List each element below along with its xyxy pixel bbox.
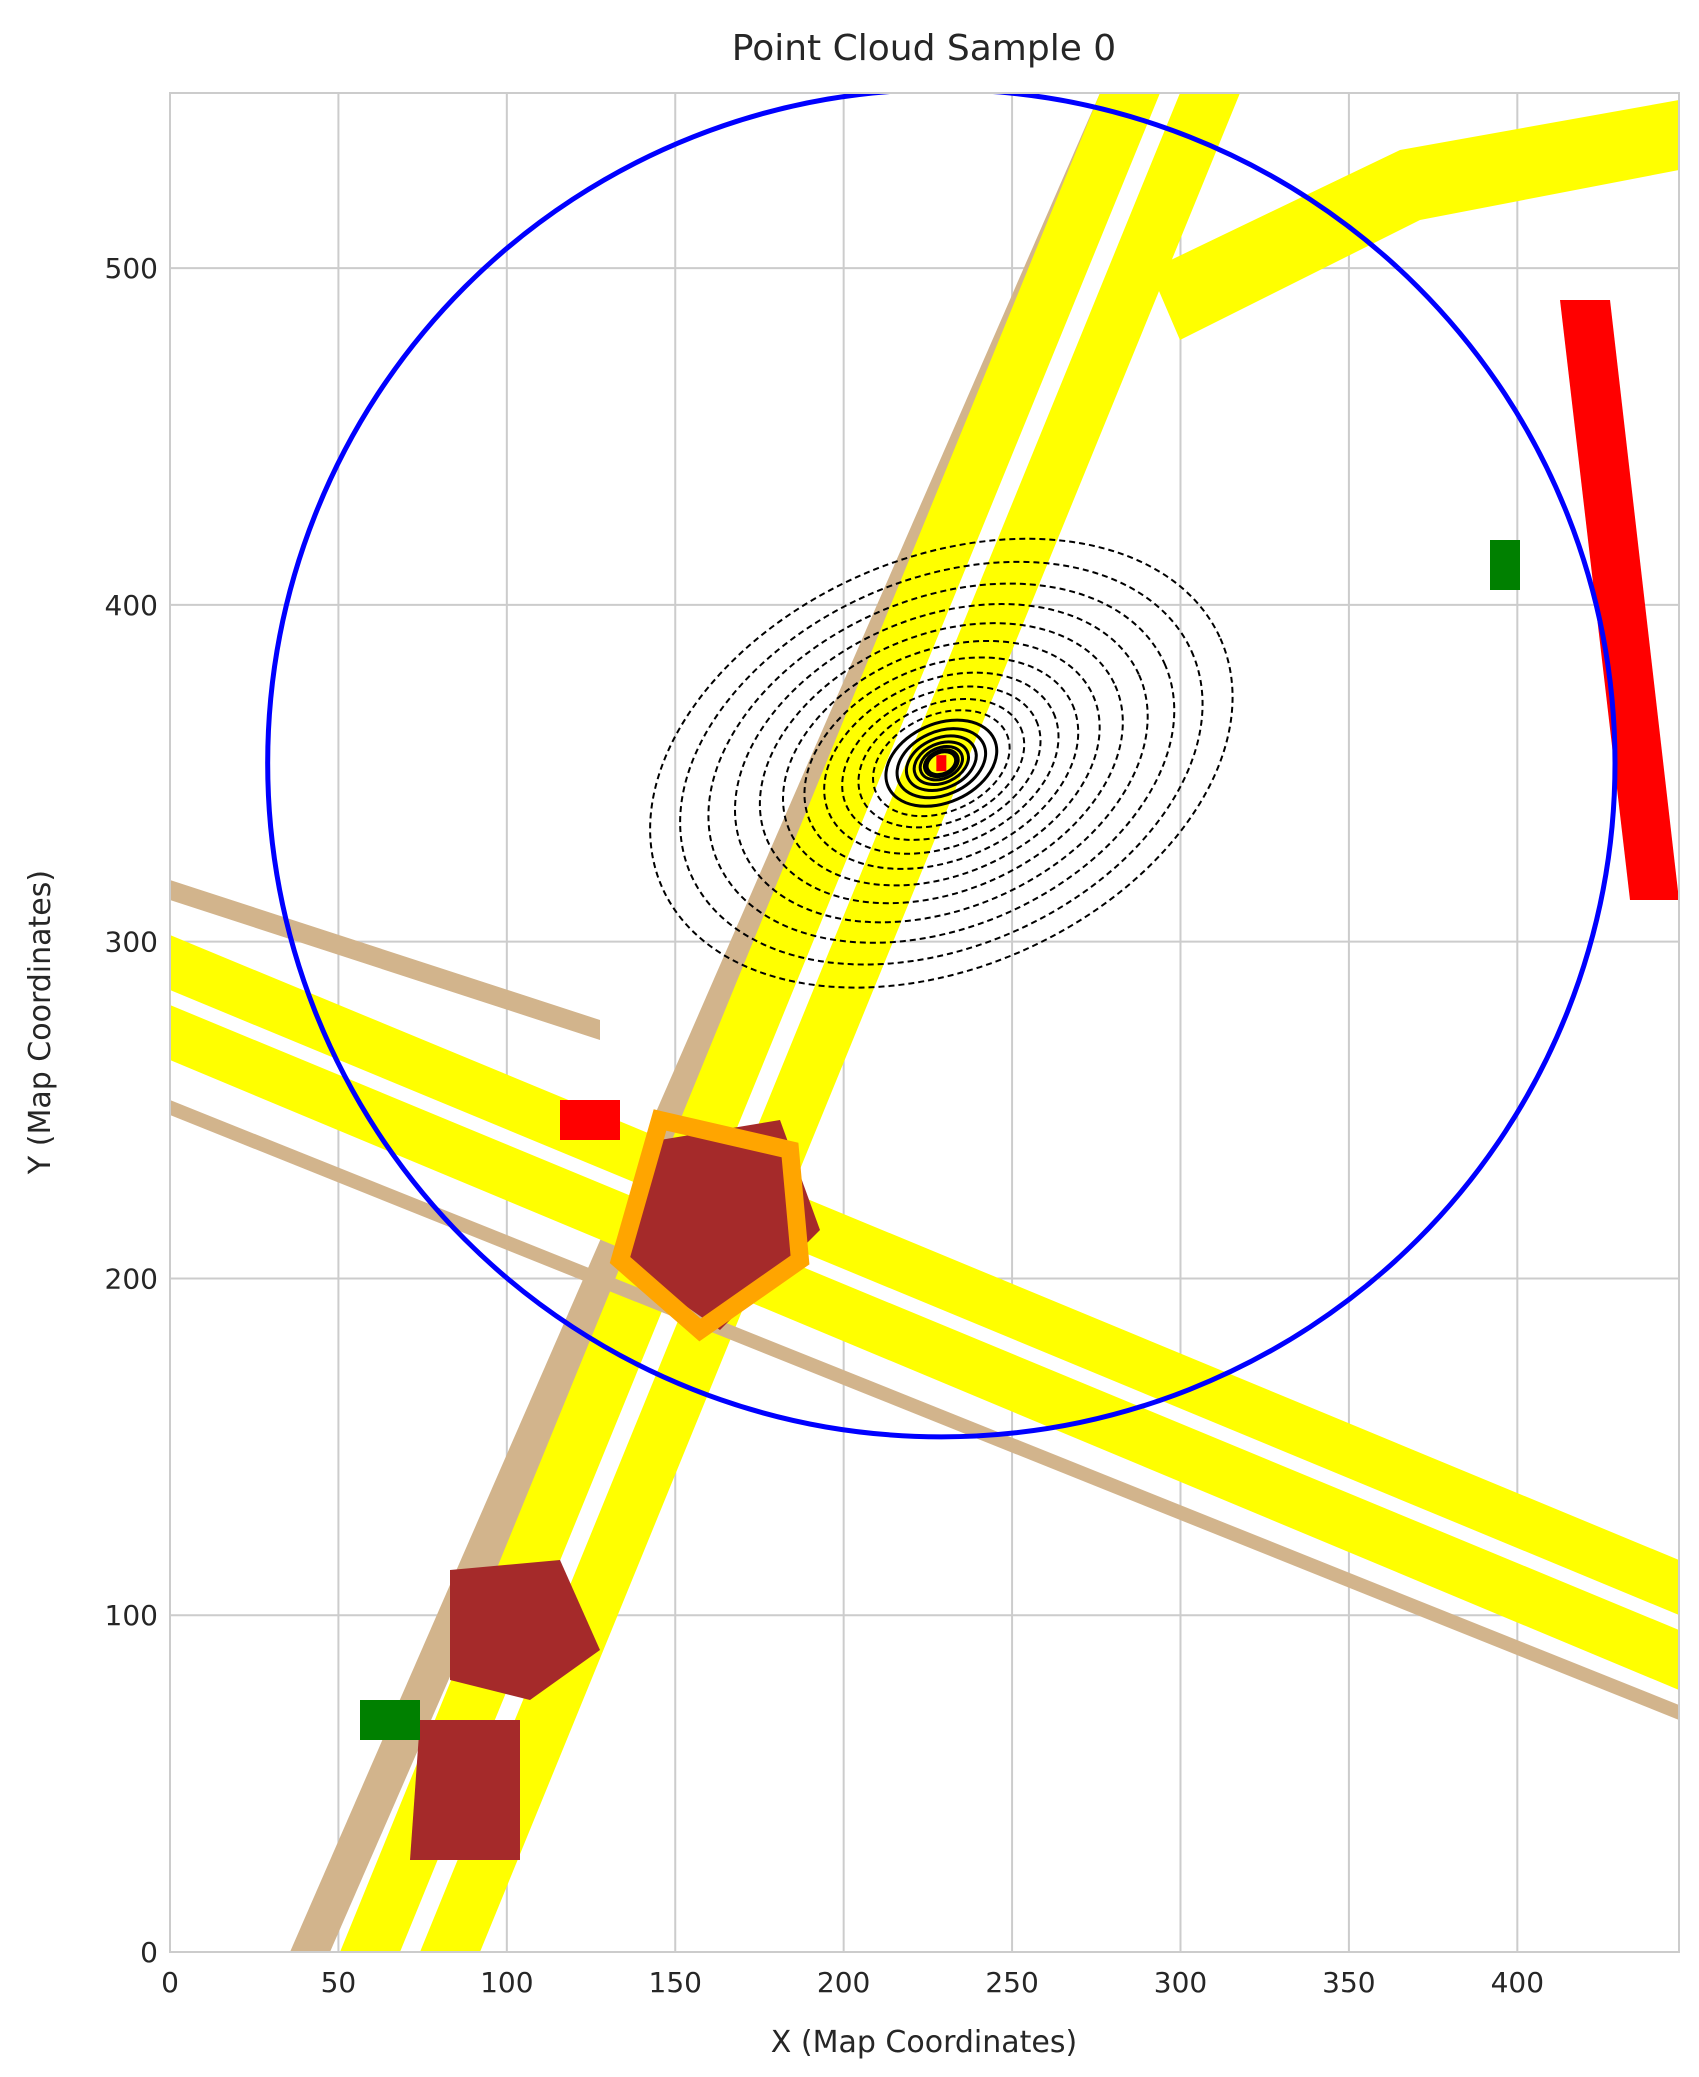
x-tick-label: 50	[321, 1966, 357, 1999]
y-axis-label: Y (Map Coordinates)	[23, 870, 58, 1175]
x-tick-label: 100	[480, 1966, 533, 1999]
x-tick-label: 150	[649, 1966, 702, 1999]
map-sidewalk	[170, 1100, 1679, 1720]
map-intersection	[450, 1560, 600, 1700]
plot-frame	[169, 92, 1680, 1953]
map-road	[170, 990, 1679, 1630]
map-vegetation	[360, 1700, 420, 1740]
lidar-scan-ring	[925, 750, 958, 777]
lidar-scan-ring	[857, 698, 1026, 829]
map-crossing	[560, 1100, 620, 1140]
x-tick-label: 400	[1491, 1966, 1544, 1999]
semantic-map	[170, 93, 1679, 1952]
lidar-scan-ring	[841, 685, 1042, 841]
y-tick-label: 100	[105, 1599, 158, 1632]
chart-title: Point Cloud Sample 0	[732, 28, 1116, 69]
ego-vehicle-marker	[936, 755, 947, 772]
plot-area	[170, 93, 1679, 1952]
lidar-scan-ring	[758, 622, 1124, 905]
lidar-scan-ring	[707, 582, 1176, 944]
lidar-scan-ring	[872, 709, 1011, 818]
map-intersection	[410, 1720, 520, 1860]
y-tick-label: 300	[105, 926, 158, 959]
lidar-scan-ring	[679, 560, 1204, 966]
y-tick-label: 200	[105, 1262, 158, 1295]
map-turn-lane	[609, 1109, 810, 1342]
grid	[169, 93, 1679, 1953]
lidar-scan-ring	[782, 639, 1101, 887]
x-axis-label: X (Map Coordinates)	[771, 2025, 1077, 2060]
axis-ticks: 0 50 100 150 200 250 300 350 400 0 100 200 300 400 500	[105, 92, 1680, 1999]
lidar-scan-ring	[823, 671, 1060, 855]
x-tick-label: 200	[817, 1966, 870, 1999]
lidar-scan-ring	[734, 603, 1149, 924]
range-circle	[265, 93, 1618, 1440]
lidar-scan-ring	[918, 744, 964, 782]
map-road	[400, 93, 1180, 1952]
map-road	[1150, 100, 1679, 340]
lidar-scan-ring	[922, 748, 960, 779]
y-tick-label: 400	[105, 589, 158, 622]
map-road	[1560, 300, 1679, 900]
lidar-scan-ring	[803, 656, 1080, 870]
lidar-scan-ring	[884, 718, 999, 808]
lidar-scan-ring	[912, 740, 970, 786]
map-sidewalk	[170, 880, 600, 1040]
lidar-scan-ring	[904, 734, 978, 792]
y-tick-label: 500	[105, 252, 158, 285]
lidar-scan-ring	[895, 727, 988, 800]
x-tick-label: 350	[1322, 1966, 1375, 1999]
x-tick-label: 0	[161, 1966, 179, 1999]
x-tick-label: 250	[985, 1966, 1038, 1999]
x-tick-label: 300	[1154, 1966, 1207, 1999]
map-vegetation	[1490, 540, 1520, 590]
y-tick-label: 0	[140, 1936, 158, 1969]
